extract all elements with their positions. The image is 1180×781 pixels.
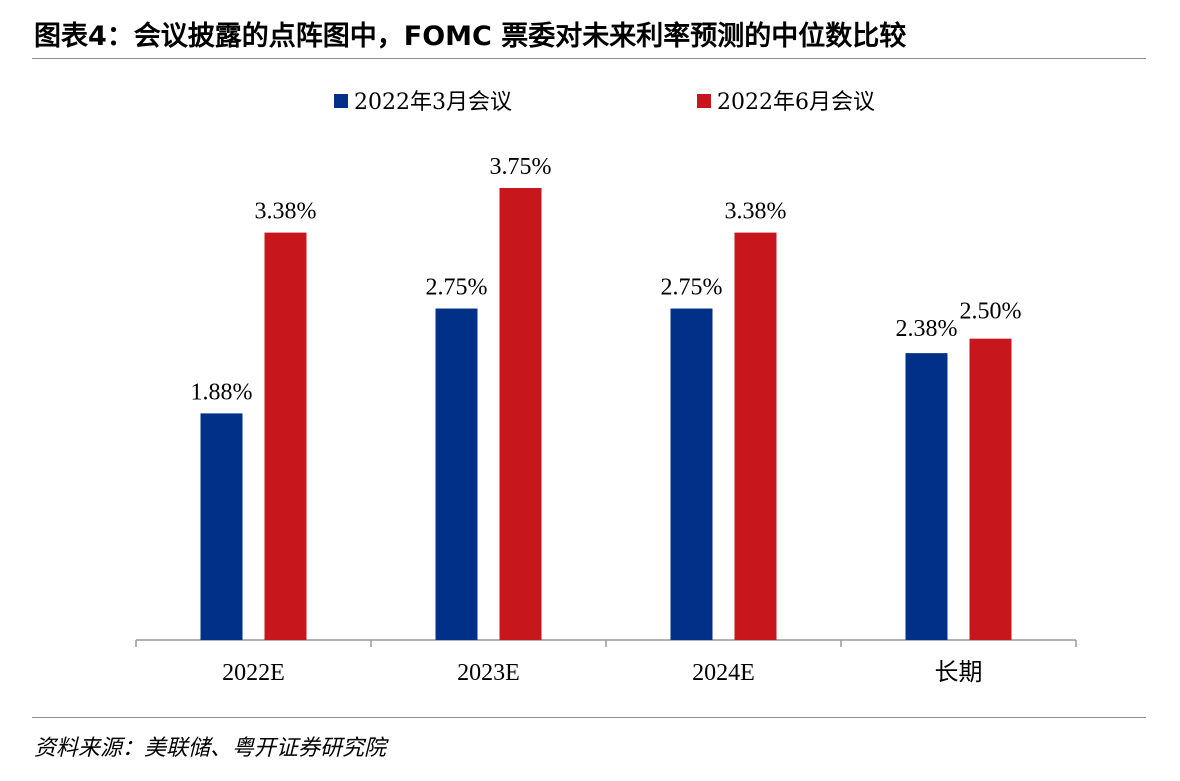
x-tick-label-2: 2023E [457,660,520,686]
bar-s2-3 [734,232,777,640]
bar-s1-2 [435,308,478,640]
chart-title: 图表4：会议披露的点阵图中，FOMC 票委对未来利率预测的中位数比较 [34,21,907,52]
bar-s1-1 [200,413,243,640]
data-label-s1-3: 2.75% [661,275,723,301]
bar-s2-2 [499,188,542,640]
legend-label-1: 2022年3月会议 [354,90,512,115]
x-tick-label-4: 长期 [935,658,983,686]
x-tick-label-1: 2022E [222,660,285,686]
bar-s2-4 [969,338,1012,640]
data-label-s2-3: 3.38% [725,199,787,225]
data-label-s2-4: 2.50% [960,299,1022,325]
title-divider [32,58,1146,59]
source-note: 资料来源：美联储、粤开证券研究院 [34,736,387,761]
legend-label-2: 2022年6月会议 [717,90,875,115]
bar-s2-1 [264,232,307,640]
legend-swatch-2 [697,94,711,108]
data-label-s2-2: 3.75% [490,154,552,180]
bar-s1-3 [670,308,713,640]
bar-s1-4 [905,353,948,640]
data-label-s1-2: 2.75% [426,275,488,301]
data-label-s1-4: 2.38% [896,316,958,342]
x-tick-label-3: 2024E [692,660,755,686]
legend-swatch-1 [334,94,348,108]
data-label-s2-1: 3.38% [255,199,317,225]
source-divider [32,717,1146,718]
data-label-s1-1: 1.88% [191,379,253,405]
